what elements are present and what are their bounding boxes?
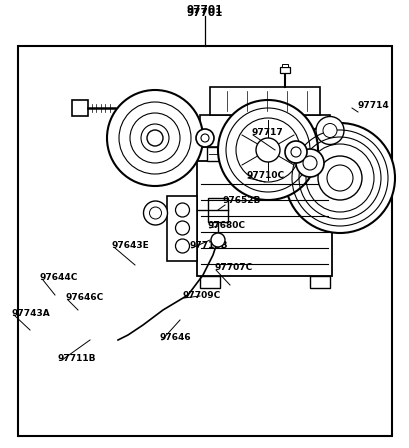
- Circle shape: [196, 129, 213, 147]
- Bar: [209, 86, 319, 115]
- Circle shape: [295, 149, 323, 177]
- Text: 97680C: 97680C: [207, 220, 245, 229]
- Circle shape: [175, 221, 189, 235]
- Circle shape: [255, 138, 279, 162]
- Circle shape: [284, 123, 394, 233]
- Circle shape: [143, 201, 167, 225]
- Bar: [18, 46, 391, 436]
- Bar: [72, 100, 88, 116]
- Circle shape: [322, 124, 336, 138]
- Text: 97710C: 97710C: [246, 171, 284, 180]
- Text: 97709C: 97709C: [182, 290, 221, 300]
- Circle shape: [107, 90, 202, 186]
- Bar: [167, 195, 197, 260]
- Circle shape: [149, 207, 161, 219]
- Text: 97711B: 97711B: [58, 353, 96, 362]
- Text: 97707C: 97707C: [214, 263, 253, 271]
- Text: 97701: 97701: [187, 8, 222, 18]
- Text: 97717: 97717: [252, 128, 283, 137]
- Text: 97701: 97701: [187, 5, 222, 15]
- Circle shape: [218, 100, 317, 200]
- Circle shape: [211, 233, 225, 247]
- Circle shape: [284, 141, 306, 163]
- Bar: [197, 160, 332, 276]
- Bar: [200, 115, 329, 146]
- Bar: [207, 198, 227, 222]
- Circle shape: [315, 116, 343, 145]
- Circle shape: [290, 147, 300, 157]
- Circle shape: [200, 134, 209, 142]
- Bar: [200, 276, 220, 288]
- Text: 97643E: 97643E: [112, 241, 149, 250]
- Bar: [281, 64, 287, 66]
- Text: 97652B: 97652B: [222, 195, 261, 204]
- Bar: [207, 146, 322, 160]
- Text: 97646: 97646: [160, 332, 191, 341]
- Text: 97646C: 97646C: [66, 293, 104, 302]
- Bar: [279, 66, 289, 73]
- Text: 97716B: 97716B: [189, 241, 228, 250]
- Circle shape: [175, 239, 189, 253]
- Text: 97743A: 97743A: [12, 309, 51, 318]
- Circle shape: [175, 203, 189, 217]
- Circle shape: [302, 156, 316, 170]
- Circle shape: [147, 130, 163, 146]
- Bar: [309, 276, 329, 288]
- Text: 97714: 97714: [357, 100, 389, 109]
- Circle shape: [317, 156, 361, 200]
- Circle shape: [326, 165, 352, 191]
- Text: 97644C: 97644C: [40, 272, 78, 281]
